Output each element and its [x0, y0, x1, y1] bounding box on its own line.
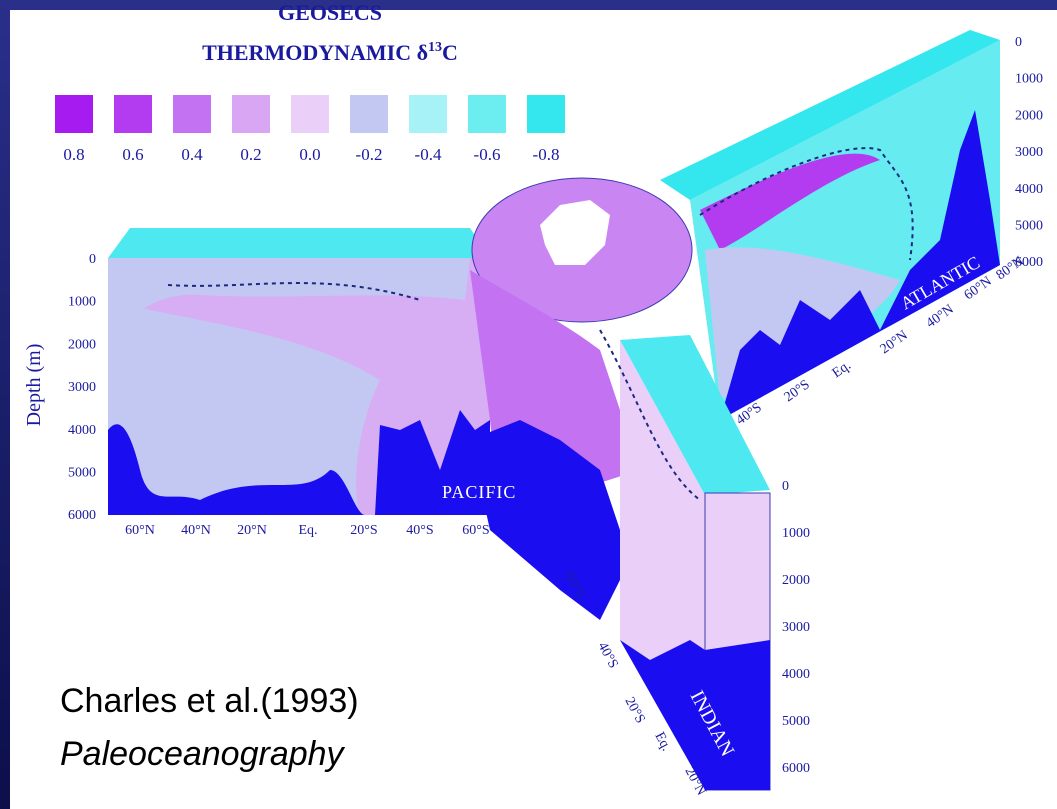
depth-tick: 3000: [1015, 145, 1043, 160]
legend-label: 0.4: [181, 145, 203, 164]
depth-tick: 6000: [68, 508, 96, 523]
legend-swatch: [409, 95, 447, 133]
pacific-name: PACIFIC: [442, 482, 516, 502]
legend-swatch: [468, 95, 506, 133]
depth-label: Depth (m): [23, 344, 45, 427]
depth-tick: 6000: [782, 761, 810, 776]
depth-tick: 4000: [782, 667, 810, 682]
title-sup: 13: [428, 40, 442, 55]
legend-swatch: [173, 95, 211, 133]
legend-swatch: [350, 95, 388, 133]
lat-tick: 40°N: [181, 523, 211, 538]
depth-tick: 5000: [68, 466, 96, 481]
depth-tick: 4000: [68, 423, 96, 438]
title-end: C: [442, 40, 458, 65]
slide: GEOSECS THERMODYNAMIC δ13C Depth (m) PAC…: [0, 0, 1057, 809]
lat-tick: 40°S: [406, 523, 433, 538]
legend-label: 0.2: [240, 145, 261, 164]
depth-tick: 4000: [1015, 182, 1043, 197]
lat-tick: 20°N: [237, 523, 267, 538]
citation-authors: Charles et al.(1993): [60, 682, 359, 720]
legend-label: 0.8: [63, 145, 84, 164]
legend-swatch: [232, 95, 270, 133]
depth-tick: 5000: [782, 714, 810, 729]
legend-swatch: [527, 95, 565, 133]
title-line2: THERMODYNAMIC δ13C: [202, 40, 458, 65]
depth-tick: 0: [1015, 35, 1022, 50]
legend-swatch: [55, 95, 93, 133]
lat-tick: 60°N: [125, 523, 155, 538]
lat-tick: 60°S: [462, 523, 489, 538]
legend-label: -0.6: [474, 145, 501, 164]
legend-label: -0.2: [356, 145, 383, 164]
legend-label: -0.4: [415, 145, 442, 164]
legend-swatch: [114, 95, 152, 133]
depth-tick: 3000: [782, 620, 810, 635]
legend-label: -0.8: [533, 145, 560, 164]
depth-tick: 0: [89, 252, 96, 267]
legend-swatch: [291, 95, 329, 133]
title-main: THERMODYNAMIC δ: [202, 40, 428, 65]
depth-tick: 0: [782, 479, 789, 494]
depth-tick: 1000: [68, 295, 96, 310]
legend-label: 0.6: [122, 145, 143, 164]
depth-tick: 3000: [68, 380, 96, 395]
legend-label: 0.0: [299, 145, 320, 164]
title-line1: GEOSECS: [278, 0, 382, 25]
citation-journal: Paleoceanography: [60, 735, 346, 773]
depth-tick: 2000: [1015, 108, 1043, 123]
depth-tick: 2000: [782, 573, 810, 588]
depth-tick: 1000: [1015, 72, 1043, 87]
depth-tick: 1000: [782, 526, 810, 541]
depth-tick: 5000: [1015, 219, 1043, 234]
pacific-top: [108, 228, 490, 258]
lat-tick: 20°S: [350, 523, 377, 538]
lat-tick: Eq.: [298, 523, 317, 538]
depth-tick: 2000: [68, 337, 96, 352]
